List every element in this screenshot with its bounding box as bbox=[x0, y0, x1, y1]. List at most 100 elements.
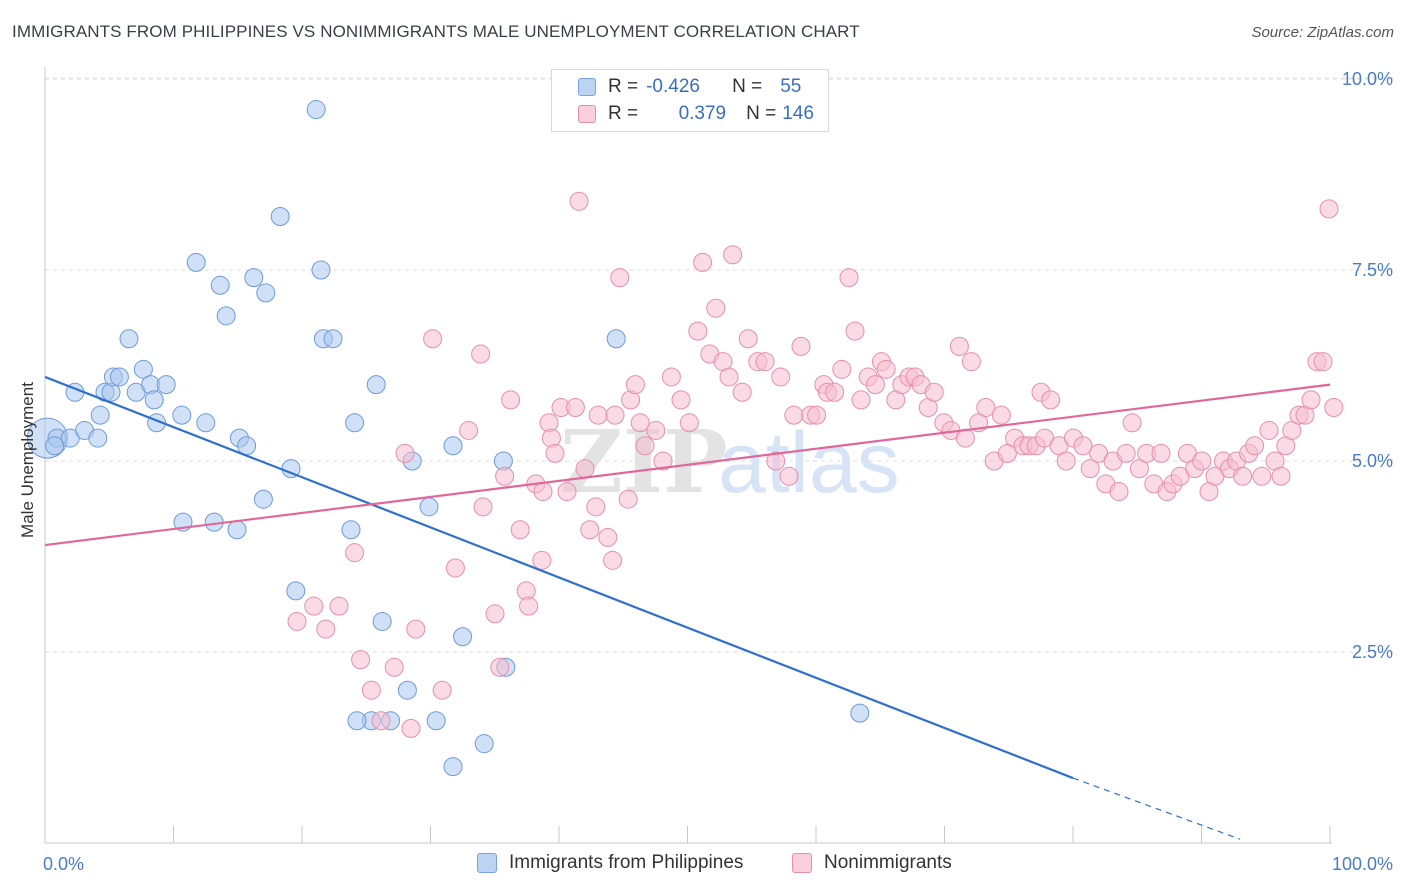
point-philippines bbox=[426, 711, 446, 731]
point-philippines bbox=[210, 275, 230, 295]
point-nonimmigrants bbox=[471, 344, 491, 364]
point-philippines bbox=[347, 711, 367, 731]
point-philippines bbox=[133, 359, 153, 379]
point-nonimmigrants bbox=[791, 336, 811, 356]
chart-source: Source: ZipAtlas.com bbox=[1251, 24, 1394, 41]
point-philippines bbox=[397, 680, 417, 700]
point-nonimmigrants bbox=[779, 466, 799, 486]
point-nonimmigrants bbox=[876, 359, 896, 379]
point-philippines bbox=[311, 260, 331, 280]
point-nonimmigrants bbox=[1252, 466, 1272, 486]
point-nonimmigrants bbox=[1233, 466, 1253, 486]
x-tick-label-min: 0.0% bbox=[43, 854, 84, 874]
point-nonimmigrants bbox=[766, 451, 786, 471]
point-nonimmigrants bbox=[1056, 451, 1076, 471]
point-nonimmigrants bbox=[1080, 459, 1100, 479]
point-nonimmigrants bbox=[1245, 436, 1265, 456]
point-philippines bbox=[172, 405, 192, 425]
point-nonimmigrants bbox=[825, 382, 845, 402]
legend-r-value: 0.379 bbox=[678, 103, 727, 124]
point-nonimmigrants bbox=[924, 382, 944, 402]
point-philippines bbox=[45, 436, 65, 456]
legend-r-label: R = bbox=[608, 103, 639, 124]
point-nonimmigrants bbox=[723, 245, 743, 265]
point-nonimmigrants bbox=[532, 550, 552, 570]
point-nonimmigrants bbox=[565, 398, 585, 418]
point-nonimmigrants bbox=[997, 443, 1017, 463]
point-nonimmigrants bbox=[661, 367, 681, 387]
point-nonimmigrants bbox=[845, 321, 865, 341]
bottom-legend-label-philippines: Immigrants from Philippines bbox=[509, 852, 744, 873]
legend-r-value: -0.426 bbox=[646, 76, 700, 97]
point-philippines bbox=[88, 428, 108, 448]
trend-lines bbox=[44, 375, 1331, 840]
point-nonimmigrants bbox=[569, 191, 589, 211]
point-philippines bbox=[109, 367, 129, 387]
point-nonimmigrants bbox=[1324, 398, 1344, 418]
x-tick-label-max: 100.0% bbox=[1332, 854, 1393, 874]
chart-title: IMMIGRANTS FROM PHILIPPINES VS NONIMMIGR… bbox=[12, 22, 860, 41]
point-philippines bbox=[474, 734, 494, 754]
point-nonimmigrants bbox=[1319, 199, 1339, 219]
point-nonimmigrants bbox=[384, 657, 404, 677]
point-nonimmigrants bbox=[1041, 390, 1061, 410]
point-nonimmigrants bbox=[635, 436, 655, 456]
point-nonimmigrants bbox=[1109, 482, 1129, 502]
point-philippines bbox=[156, 375, 176, 395]
y-tick-label: 10.0% bbox=[1342, 69, 1393, 89]
bottom-legend-label-nonimmigrants: Nonimmigrants bbox=[824, 852, 952, 873]
legend-row-nonimmigrants: R = 0.379 N = 146 bbox=[578, 102, 814, 126]
legend-n-value: 55 bbox=[780, 76, 802, 97]
point-nonimmigrants bbox=[991, 405, 1011, 425]
point-nonimmigrants bbox=[839, 268, 859, 288]
point-nonimmigrants bbox=[495, 466, 515, 486]
point-nonimmigrants bbox=[865, 375, 885, 395]
point-nonimmigrants bbox=[459, 420, 479, 440]
point-nonimmigrants bbox=[605, 405, 625, 425]
point-philippines bbox=[453, 627, 473, 647]
point-nonimmigrants bbox=[949, 336, 969, 356]
point-philippines bbox=[345, 413, 365, 433]
point-nonimmigrants bbox=[557, 482, 577, 502]
point-nonimmigrants bbox=[406, 619, 426, 639]
point-nonimmigrants bbox=[304, 596, 324, 616]
legend-row-philippines: R = -0.426 N = 55 bbox=[578, 75, 801, 99]
point-nonimmigrants bbox=[610, 268, 630, 288]
trend-line-nonimmigrants bbox=[44, 383, 1331, 547]
bottom-legend-swatch-philippines bbox=[477, 853, 497, 873]
point-philippines bbox=[227, 520, 247, 540]
point-nonimmigrants bbox=[738, 329, 758, 349]
legend-r-label: R = bbox=[608, 76, 639, 97]
point-philippines bbox=[341, 520, 361, 540]
point-philippines bbox=[253, 489, 273, 509]
point-philippines bbox=[196, 413, 216, 433]
bottom-legend-swatch-nonimmigrants bbox=[792, 853, 812, 873]
point-nonimmigrants bbox=[653, 451, 673, 471]
point-nonimmigrants bbox=[533, 482, 553, 502]
y-tick-label: 5.0% bbox=[1352, 451, 1393, 471]
legend-n-value: 146 bbox=[782, 103, 814, 124]
point-philippines bbox=[244, 268, 264, 288]
point-nonimmigrants bbox=[1192, 451, 1212, 471]
watermark-atlas: atlas bbox=[718, 415, 900, 511]
point-nonimmigrants bbox=[445, 558, 465, 578]
point-nonimmigrants bbox=[423, 329, 443, 349]
point-nonimmigrants bbox=[784, 405, 804, 425]
point-nonimmigrants bbox=[1271, 466, 1291, 486]
legend-swatch-philippines bbox=[578, 78, 596, 96]
point-nonimmigrants bbox=[371, 711, 391, 731]
legend-swatch-nonimmigrants bbox=[578, 105, 596, 123]
point-nonimmigrants bbox=[545, 443, 565, 463]
point-nonimmigrants bbox=[832, 359, 852, 379]
y-tick-label: 2.5% bbox=[1352, 642, 1393, 662]
point-philippines bbox=[419, 497, 439, 517]
point-nonimmigrants bbox=[361, 680, 381, 700]
point-philippines bbox=[323, 329, 343, 349]
point-nonimmigrants bbox=[706, 298, 726, 318]
point-nonimmigrants bbox=[630, 413, 650, 433]
point-nonimmigrants bbox=[401, 718, 421, 738]
point-philippines bbox=[256, 283, 276, 303]
point-nonimmigrants bbox=[1282, 420, 1302, 440]
point-philippines bbox=[366, 375, 386, 395]
point-nonimmigrants bbox=[755, 352, 775, 372]
